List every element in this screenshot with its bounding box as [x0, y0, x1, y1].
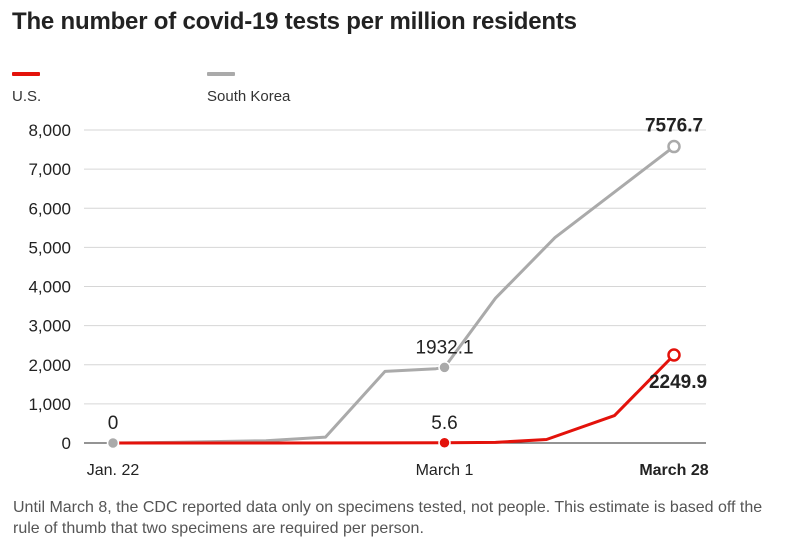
- data-point-u-s-: [667, 348, 681, 362]
- y-tick-label: 4,000: [28, 278, 71, 297]
- data-label: 7576.7: [645, 116, 703, 137]
- data-point-south-korea: [667, 139, 681, 154]
- y-tick-label: 0: [62, 434, 71, 453]
- x-tick-label: Jan. 22: [87, 462, 140, 479]
- legend-item-us: U.S.: [12, 72, 41, 105]
- series-line-south-korea: [111, 145, 676, 445]
- x-tick-label: March 1: [416, 462, 474, 479]
- data-label: 2249.9: [649, 372, 707, 393]
- y-tick-label: 8,000: [28, 121, 71, 140]
- footnote: Until March 8, the CDC reported data onl…: [13, 499, 763, 537]
- legend-label-south-korea: South Korea: [207, 88, 291, 105]
- data-point-u-s-: [438, 436, 451, 450]
- y-tick-label: 5,000: [28, 238, 71, 257]
- y-tick-label: 1,000: [28, 395, 71, 414]
- data-point-south-korea: [438, 361, 451, 374]
- legend-label-us: U.S.: [12, 88, 42, 105]
- data-label: 5.6: [431, 413, 457, 434]
- legend-swatch-us: [12, 72, 40, 76]
- x-tick-label: March 28: [639, 462, 708, 479]
- y-tick-label: 2,000: [28, 356, 71, 375]
- legend-item-south-korea: South Korea: [207, 72, 290, 105]
- legend-swatch-south-korea: [207, 72, 235, 76]
- data-label: 1932.1: [415, 337, 473, 358]
- data-label: 0: [108, 413, 119, 434]
- chart-title: The number of covid-19 tests per million…: [12, 8, 577, 35]
- y-tick-label: 6,000: [28, 199, 71, 218]
- y-tick-label: 7,000: [28, 160, 71, 179]
- series-line-u-s-: [111, 353, 676, 445]
- y-tick-label: 3,000: [28, 317, 71, 336]
- data-point-south-korea: [106, 436, 120, 450]
